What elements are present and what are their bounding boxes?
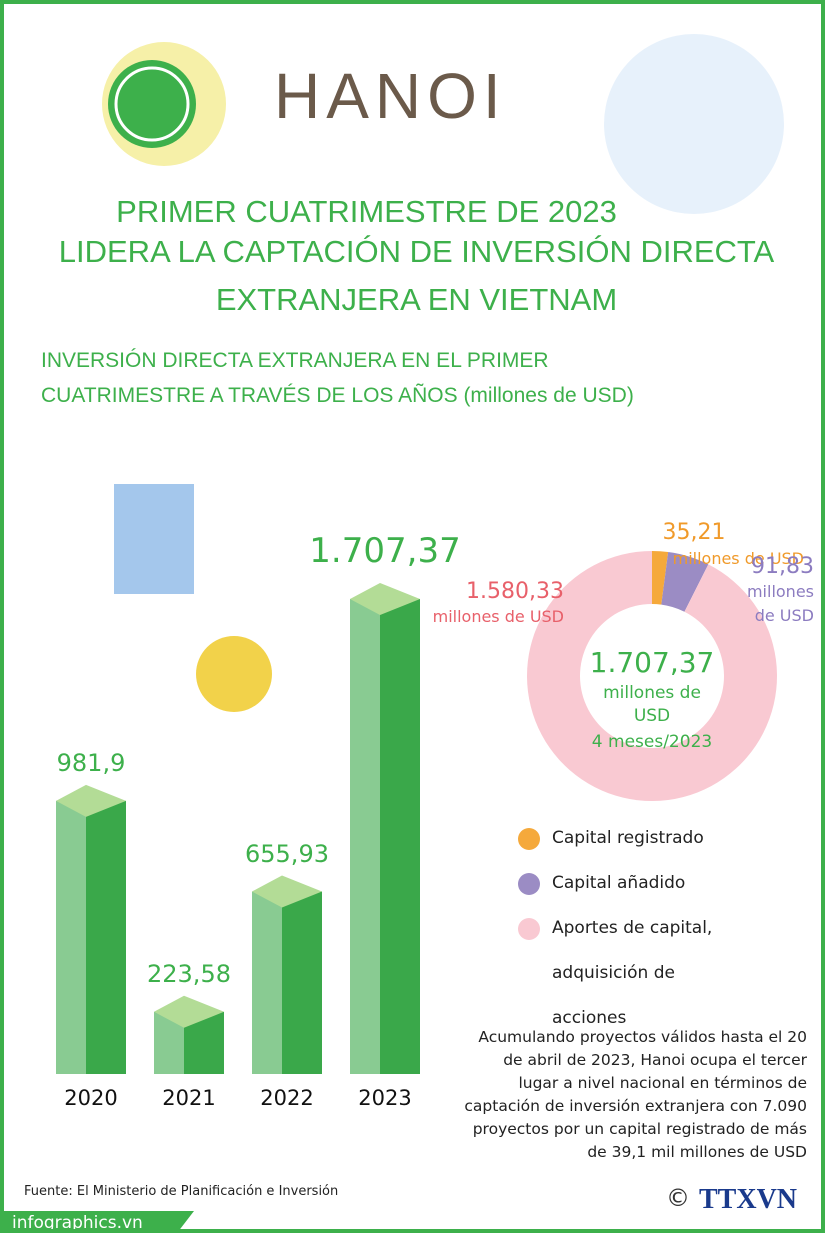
bar-right-face xyxy=(86,800,126,1074)
value-label: 981,9 xyxy=(56,748,126,777)
x-tick-label: 2022 xyxy=(260,1086,314,1110)
legend-swatch xyxy=(518,873,540,895)
bar xyxy=(154,995,224,1074)
value-label: 223,58 xyxy=(147,959,231,988)
site: infographics.vn xyxy=(12,1213,143,1233)
note: Acumulando proyectos válidos hasta el 20… xyxy=(464,1028,807,1161)
subtitle-line: INVERSIÓN DIRECTA EXTRANJERA EN EL PRIME… xyxy=(41,349,549,372)
bar-left-face xyxy=(56,800,86,1074)
bar-top-face xyxy=(252,875,322,908)
value-label: 655,93 xyxy=(245,839,329,868)
title-line: PRIMER CUATRIMESTRE DE 2023 xyxy=(116,194,617,229)
source: Fuente: El Ministerio de Planificación e… xyxy=(24,1184,339,1199)
slice-unit: millones de USD xyxy=(672,549,804,568)
logo-ring xyxy=(114,66,190,142)
graphics xyxy=(4,34,784,1229)
legend-entry: Capital registrado xyxy=(552,828,704,848)
agency: TTXVN xyxy=(699,1184,798,1215)
footer-strip xyxy=(4,1211,194,1229)
x-tick-label: 2023 xyxy=(358,1086,412,1110)
title-line: LIDERA LA CAPTACIÓN DE INVERSIÓN DIRECTA xyxy=(58,234,775,269)
legend-swatch xyxy=(518,828,540,850)
bar xyxy=(56,784,126,1074)
x-tick-label: 2020 xyxy=(64,1086,118,1110)
bar xyxy=(252,875,322,1074)
bar-left-face xyxy=(252,891,282,1074)
slice-unit: millones de USD xyxy=(432,607,564,626)
value-label: 1.707,37 xyxy=(309,531,461,571)
donut-slice xyxy=(527,551,778,801)
bar xyxy=(350,583,420,1074)
bar-left-face xyxy=(350,599,380,1074)
center-sublabel: millones de USD xyxy=(603,683,701,726)
bar-right-face xyxy=(282,891,322,1074)
copyright: © xyxy=(666,1184,690,1212)
title-line: EXTRANJERA EN VIETNAM xyxy=(215,282,618,317)
donut-slice xyxy=(652,551,669,605)
bar-top-face xyxy=(350,583,420,615)
bar-top-face xyxy=(154,995,224,1028)
subtitle-line: CUATRIMESTRE A TRAVÉS DE LOS AÑOS (millo… xyxy=(41,384,634,407)
logo xyxy=(108,60,196,148)
slice-label: 1.580,33 xyxy=(466,579,564,604)
slice-label: 35,21 xyxy=(662,520,726,545)
center-note: 4 meses/2023 xyxy=(591,732,713,752)
slice-label: 91,83 xyxy=(751,554,814,579)
slice-unit: millones de USD xyxy=(746,582,814,625)
logo-text: HANOI xyxy=(274,60,507,132)
bar-right-face xyxy=(380,599,420,1074)
donut-slice xyxy=(661,552,709,612)
legend-entry: Capital añadido xyxy=(552,873,686,893)
legend-entry: Aportes de capital, adquisición de accio… xyxy=(552,918,713,1028)
x-tick-label: 2021 xyxy=(162,1086,216,1110)
bar-top-face xyxy=(56,784,126,817)
dollar-icon xyxy=(196,636,272,712)
center-label: 1.707,37 xyxy=(589,646,715,679)
legend-swatch xyxy=(518,918,540,940)
illustration xyxy=(114,484,194,594)
illustration xyxy=(604,34,784,214)
